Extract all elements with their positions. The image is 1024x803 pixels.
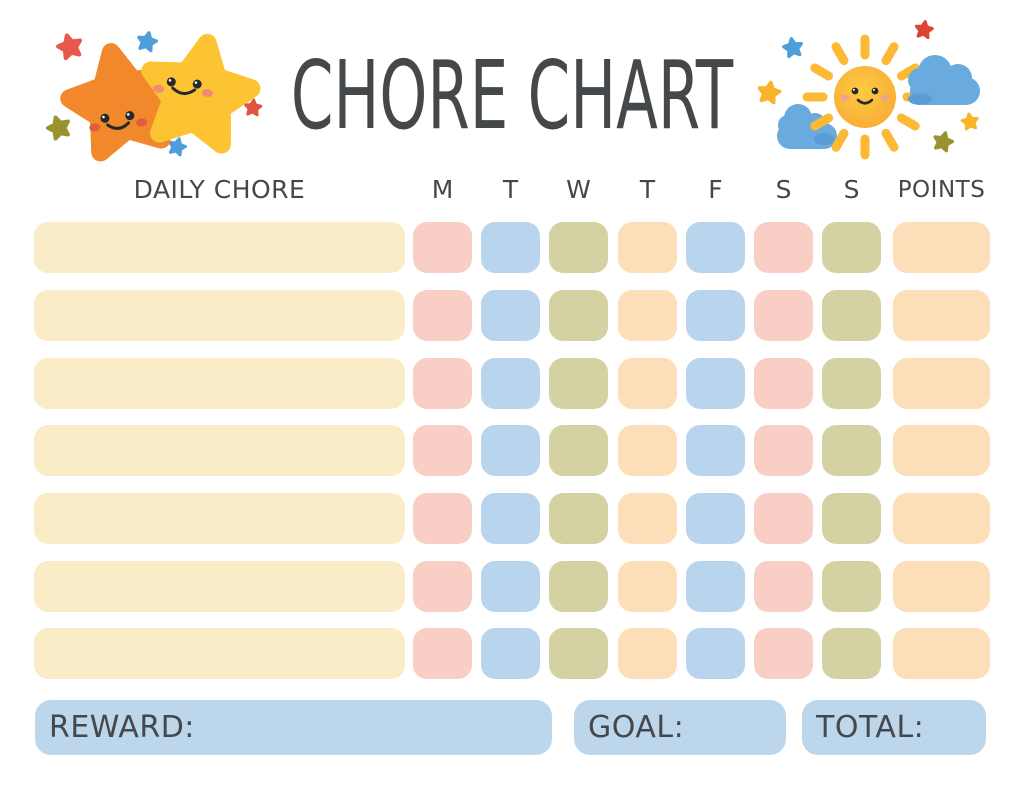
sun-disc (834, 66, 896, 128)
cloud-left (777, 104, 837, 149)
day-cell[interactable] (549, 290, 608, 341)
day-cell[interactable] (822, 358, 881, 409)
day-cell[interactable] (754, 290, 813, 341)
day-header: W (566, 175, 591, 204)
day-cell[interactable] (481, 425, 540, 476)
day-cell[interactable] (481, 628, 540, 679)
day-cell[interactable] (413, 561, 472, 612)
points-cell[interactable] (893, 222, 990, 273)
day-cell[interactable] (618, 358, 677, 409)
cloud-right (908, 55, 980, 105)
points-cell[interactable] (893, 628, 990, 679)
day-cell[interactable] (413, 222, 472, 273)
points-cell[interactable] (893, 425, 990, 476)
chore-name-cell[interactable] (34, 222, 405, 273)
day-cell[interactable] (549, 493, 608, 544)
day-header: S (775, 175, 792, 204)
chore-name-cell[interactable] (34, 561, 405, 612)
day-cell[interactable] (549, 628, 608, 679)
day-cell[interactable] (618, 290, 677, 341)
points-cell[interactable] (893, 561, 990, 612)
day-cell[interactable] (754, 222, 813, 273)
chore-name-cell[interactable] (34, 628, 405, 679)
day-header: T (502, 175, 519, 204)
day-cell[interactable] (822, 290, 881, 341)
yellow-star-face (153, 77, 213, 98)
day-cell[interactable] (686, 290, 745, 341)
day-cell[interactable] (413, 628, 472, 679)
day-cell[interactable] (822, 222, 881, 273)
day-cell[interactable] (686, 628, 745, 679)
day-header: S (843, 175, 860, 204)
page-title: CHORE CHART (290, 40, 734, 152)
chore-name-cell[interactable] (34, 358, 405, 409)
points-cell[interactable] (893, 493, 990, 544)
points-header: POINTS (897, 177, 986, 203)
reward-input-bar[interactable]: REWARD: (35, 700, 552, 755)
day-cell[interactable] (686, 358, 745, 409)
points-cell[interactable] (893, 290, 990, 341)
smiling-stars-icon (43, 18, 265, 168)
day-cell[interactable] (822, 628, 881, 679)
sun-face (840, 87, 890, 105)
day-header: T (639, 175, 656, 204)
orange-star-face (89, 111, 148, 132)
day-cell[interactable] (618, 425, 677, 476)
day-cell[interactable] (549, 358, 608, 409)
day-header: F (708, 175, 723, 204)
day-cell[interactable] (686, 561, 745, 612)
day-cell[interactable] (481, 222, 540, 273)
chore-name-cell[interactable] (34, 290, 405, 341)
goal-label: GOAL: (588, 710, 685, 745)
daily-chore-header: DAILY CHORE (133, 175, 306, 204)
day-cell[interactable] (549, 561, 608, 612)
day-cell[interactable] (549, 222, 608, 273)
day-cell[interactable] (686, 425, 745, 476)
day-cell[interactable] (822, 425, 881, 476)
day-cell[interactable] (754, 561, 813, 612)
day-cell[interactable] (413, 358, 472, 409)
total-input-bar[interactable]: TOTAL: (802, 700, 986, 755)
day-header: M (431, 175, 454, 204)
day-cell[interactable] (822, 493, 881, 544)
day-cell[interactable] (686, 493, 745, 544)
sun-and-clouds-icon (755, 18, 980, 160)
day-cell[interactable] (754, 493, 813, 544)
day-cell[interactable] (618, 493, 677, 544)
day-cell[interactable] (754, 358, 813, 409)
day-cell[interactable] (549, 425, 608, 476)
chore-name-cell[interactable] (34, 493, 405, 544)
day-cell[interactable] (618, 628, 677, 679)
day-cell[interactable] (481, 358, 540, 409)
goal-input-bar[interactable]: GOAL: (574, 700, 786, 755)
day-cell[interactable] (618, 561, 677, 612)
points-cell[interactable] (893, 358, 990, 409)
day-cell[interactable] (618, 222, 677, 273)
chore-name-cell[interactable] (34, 425, 405, 476)
day-cell[interactable] (686, 222, 745, 273)
day-cell[interactable] (413, 493, 472, 544)
day-cell[interactable] (481, 493, 540, 544)
day-cell[interactable] (754, 628, 813, 679)
day-cell[interactable] (481, 561, 540, 612)
day-cell[interactable] (754, 425, 813, 476)
day-cell[interactable] (413, 425, 472, 476)
reward-label: REWARD: (49, 710, 195, 745)
day-cell[interactable] (481, 290, 540, 341)
day-cell[interactable] (413, 290, 472, 341)
day-cell[interactable] (822, 561, 881, 612)
total-label: TOTAL: (816, 710, 925, 745)
